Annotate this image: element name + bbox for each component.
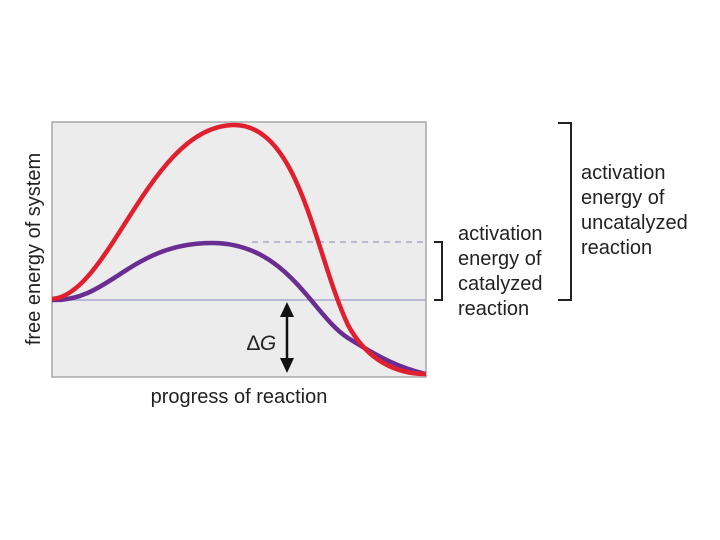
catalyzed-annotation-line-4: reaction: [458, 298, 529, 320]
delta-symbol: ∆: [247, 332, 260, 355]
delta-g-arrow: [280, 302, 294, 373]
y-axis-label: free energy of system: [23, 153, 45, 345]
catalyzed-annotation-line-2: energy of: [458, 248, 542, 270]
uncatalyzed-curve: [52, 122, 426, 377]
catalyzed-annotation-line-1: activation: [458, 223, 543, 245]
uncatalyzed-annotation-line-1: activation: [581, 162, 666, 184]
x-axis-label: progress of reaction: [151, 386, 328, 408]
delta-g-label: ∆G: [247, 332, 276, 355]
catalyzed-curve: [52, 240, 426, 377]
catalyzed-annotation-line-3: catalyzed: [458, 273, 543, 295]
g-variable: G: [260, 332, 276, 355]
uncatalyzed-bracket: [558, 122, 572, 301]
uncatalyzed-annotation-line-2: energy of: [581, 187, 665, 209]
catalyzed-annotation: activation energy of catalyzed reaction: [458, 223, 548, 320]
arrow-head-up: [280, 302, 294, 317]
plot-area: [51, 121, 427, 378]
uncatalyzed-annotation-line-4: reaction: [581, 237, 652, 259]
catalyzed-bracket: [434, 241, 443, 301]
arrow-head-down: [280, 358, 294, 373]
uncatalyzed-annotation: activation energy of uncatalyzed reactio…: [581, 162, 693, 259]
uncatalyzed-annotation-line-3: uncatalyzed: [581, 212, 688, 234]
